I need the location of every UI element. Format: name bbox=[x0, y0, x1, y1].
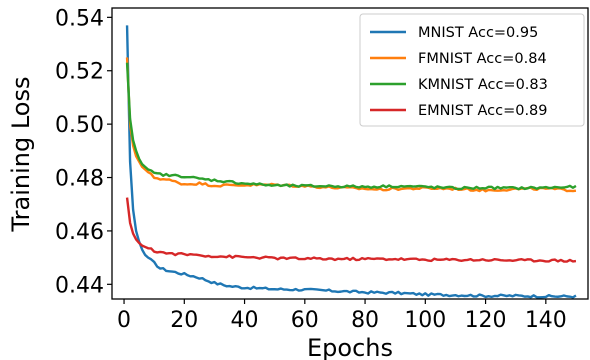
y-tick-label: 0.50 bbox=[55, 113, 104, 138]
x-tick-label: 100 bbox=[404, 308, 446, 333]
x-axis: 0 20 40 60 80 100 120 140 bbox=[117, 299, 567, 333]
legend-label: MNIST Acc=0.95 bbox=[418, 25, 538, 41]
y-tick-label: 0.44 bbox=[55, 273, 104, 298]
x-tick-label: 140 bbox=[525, 308, 567, 333]
series-layer bbox=[125, 25, 577, 299]
x-tick-label: 20 bbox=[170, 308, 198, 333]
x-tick-label: 40 bbox=[231, 308, 259, 333]
series-line bbox=[125, 62, 577, 191]
y-axis-title: Training Loss bbox=[7, 77, 35, 233]
x-axis-title: Epochs bbox=[307, 334, 393, 360]
y-tick-label: 0.48 bbox=[55, 167, 104, 192]
x-tick-label: 60 bbox=[291, 308, 319, 333]
legend-label: KMNIST Acc=0.83 bbox=[418, 77, 548, 93]
plot-frame bbox=[111, 7, 589, 300]
series-line bbox=[125, 57, 577, 193]
legend-label: EMNIST Acc=0.89 bbox=[418, 103, 548, 119]
y-tick-label: 0.52 bbox=[55, 60, 104, 85]
legend-label: FMNIST Acc=0.84 bbox=[418, 51, 547, 67]
series-line bbox=[125, 25, 577, 299]
x-tick-label: 80 bbox=[351, 308, 379, 333]
y-axis: 0.44 0.46 0.48 0.50 0.52 0.54 bbox=[55, 6, 112, 298]
legend-box bbox=[359, 13, 585, 127]
y-tick-label: 0.54 bbox=[55, 6, 104, 31]
x-tick-label: 120 bbox=[465, 308, 507, 333]
series-line bbox=[125, 197, 577, 263]
legend: MNIST Acc=0.95 FMNIST Acc=0.84 KMNIST Acc=… bbox=[359, 13, 585, 127]
x-tick-label: 0 bbox=[117, 308, 131, 333]
y-tick-label: 0.46 bbox=[55, 220, 104, 245]
